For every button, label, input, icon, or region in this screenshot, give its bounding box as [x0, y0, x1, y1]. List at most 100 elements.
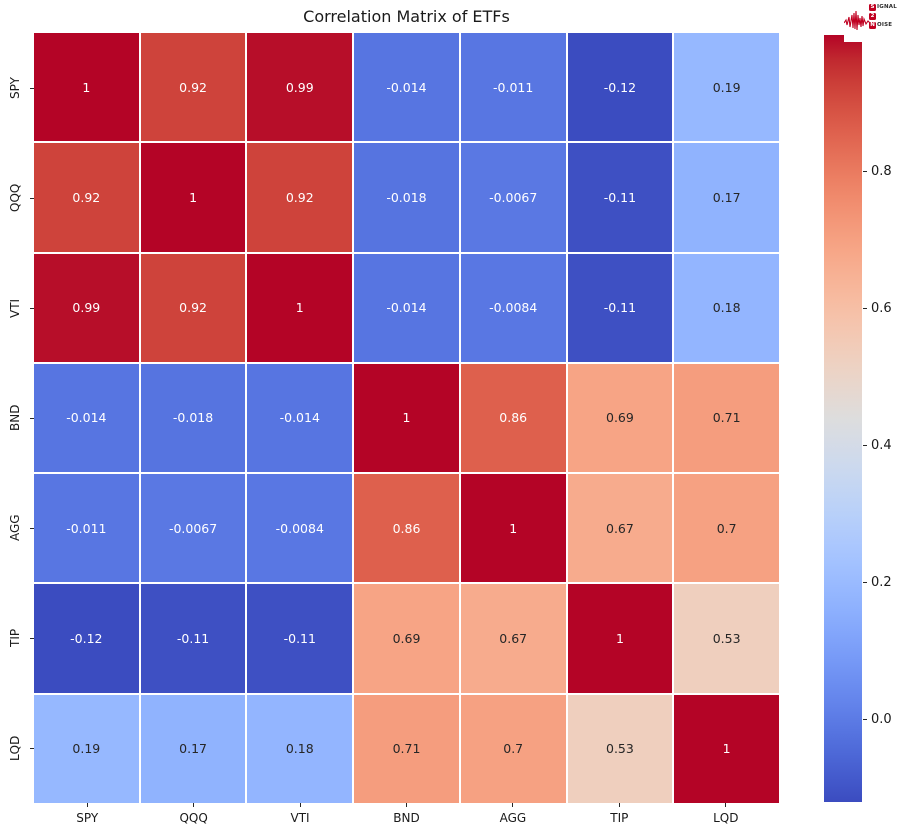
- chart-title: Correlation Matrix of ETFs: [303, 7, 510, 26]
- heatmap-cell-AGG-AGG: 1: [460, 474, 566, 583]
- colorbar-tick-label: 0.0: [871, 711, 892, 727]
- cell-value: 0.53: [712, 631, 741, 647]
- cell-value: 0.71: [392, 741, 421, 757]
- heatmap-cell-AGG-LQD: 0.7: [674, 474, 779, 583]
- heatmap-cell-BND-BND: 1: [354, 363, 459, 473]
- heatmap-cell-VTI-LQD: 0.18: [674, 253, 779, 362]
- heatmap-cell-LQD-LQD: 1: [674, 694, 779, 803]
- logo-line-2: 2: [869, 12, 897, 20]
- heatmap-cell-QQQ-SPY: 0.92: [34, 143, 139, 252]
- y-tick-mark: [30, 527, 34, 529]
- colorbar-tick-mark: [863, 445, 867, 447]
- x-axis-label-SPY: SPY: [76, 811, 99, 825]
- x-axis-label-QQQ: QQQ: [179, 811, 208, 825]
- heatmap-cell-AGG-VTI: -0.0084: [247, 474, 353, 583]
- colorbar-tick-label: 0.6: [871, 300, 892, 316]
- cell-value: -0.11: [603, 300, 637, 316]
- cell-value: 0.99: [72, 300, 101, 316]
- y-tick-mark: [30, 307, 34, 309]
- logo-box-2: 2: [869, 12, 876, 20]
- y-axis-label-BND: BND: [8, 404, 22, 432]
- x-tick-mark: [618, 803, 620, 807]
- cell-value: 0.19: [72, 741, 101, 757]
- cell-value: -0.11: [603, 189, 637, 205]
- y-axis-label-LQD: LQD: [8, 735, 22, 761]
- heatmap-cell-QQQ-QQQ: 1: [140, 143, 246, 252]
- x-axis-label-AGG: AGG: [499, 811, 527, 825]
- heatmap-cell-AGG-SPY: -0.011: [34, 474, 139, 583]
- heatmap-cell-QQQ-AGG: -0.0067: [460, 143, 566, 252]
- logo-line-noise: N OISE: [869, 21, 897, 29]
- heatmap-cell-TIP-AGG: 0.67: [460, 584, 566, 693]
- heatmap-cell-VTI-QQQ: 0.92: [140, 253, 246, 362]
- colorbar-tick-mark: [863, 719, 867, 721]
- cell-value: 1: [82, 79, 91, 95]
- heatmap-cell-LQD-AGG: 0.7: [460, 694, 566, 803]
- heatmap-cell-BND-AGG: 0.86: [460, 363, 566, 473]
- y-tick-mark: [30, 87, 34, 89]
- cell-value: -0.014: [279, 410, 320, 426]
- x-axis-label-VTI: VTI: [290, 811, 310, 825]
- heatmap-cell-LQD-QQQ: 0.17: [140, 694, 246, 803]
- heatmap-cell-AGG-TIP: 0.67: [567, 474, 673, 583]
- heatmap-cell-AGG-QQQ: -0.0067: [140, 474, 246, 583]
- x-axis-label-TIP: TIP: [610, 811, 629, 825]
- heatmap-cell-SPY-LQD: 0.19: [674, 33, 779, 142]
- heatmap-cell-AGG-BND: 0.86: [354, 474, 459, 583]
- logo-text-oise: OISE: [877, 22, 893, 28]
- cell-value: 0.67: [606, 520, 634, 536]
- y-tick-mark: [30, 197, 34, 199]
- heatmap-cell-BND-SPY: -0.014: [34, 363, 139, 473]
- x-axis-label-BND: BND: [393, 811, 420, 825]
- cell-value: -0.12: [70, 631, 103, 647]
- heatmap-cell-TIP-SPY: -0.12: [34, 584, 139, 693]
- cell-value: 0.17: [712, 189, 741, 205]
- logo-line-signal: S IGNAL: [869, 3, 897, 11]
- cell-value: -0.018: [386, 189, 427, 205]
- cell-value: 1: [295, 300, 304, 316]
- heatmap-cell-SPY-AGG: -0.011: [460, 33, 566, 142]
- logo-text-ignal: IGNAL: [877, 4, 897, 10]
- cell-value: 0.86: [392, 520, 421, 536]
- signal2noise-logo: S IGNAL 2 N OISE: [844, 0, 904, 42]
- heatmap-cell-QQQ-BND: -0.018: [354, 143, 459, 252]
- y-axis-label-VTI: VTI: [8, 298, 22, 318]
- y-axis-label-TIP: TIP: [8, 628, 22, 648]
- cell-value: -0.0067: [168, 520, 218, 536]
- heatmap-cell-TIP-QQQ: -0.11: [140, 584, 246, 693]
- heatmap-cell-QQQ-LQD: 0.17: [674, 143, 779, 252]
- cell-value: 1: [509, 520, 518, 536]
- cell-value: 1: [722, 741, 731, 757]
- cell-value: 0.92: [179, 79, 207, 95]
- heatmap-cell-LQD-SPY: 0.19: [34, 694, 139, 803]
- cell-value: -0.014: [66, 410, 107, 426]
- y-tick-mark: [30, 637, 34, 639]
- cell-value: 1: [402, 410, 411, 426]
- colorbar: [824, 35, 862, 802]
- heatmap-cell-VTI-BND: -0.014: [354, 253, 459, 362]
- heatmap-cell-TIP-BND: 0.69: [354, 584, 459, 693]
- colorbar-tick-mark: [863, 308, 867, 310]
- cell-value: 0.18: [285, 741, 314, 757]
- colorbar-tick-label: 0.2: [871, 574, 892, 590]
- waveform-icon: [844, 10, 870, 31]
- colorbar-tick-mark: [863, 582, 867, 584]
- heatmap-cell-TIP-VTI: -0.11: [247, 584, 353, 693]
- x-tick-mark: [512, 803, 514, 807]
- cell-value: 0.69: [392, 631, 421, 647]
- cell-value: 0.53: [606, 741, 634, 757]
- heatmap-cell-SPY-TIP: -0.12: [567, 33, 673, 142]
- x-tick-mark: [299, 803, 301, 807]
- heatmap-cell-SPY-SPY: 1: [34, 33, 139, 142]
- cell-value: 0.92: [72, 189, 101, 205]
- cell-value: 0.71: [712, 410, 741, 426]
- cell-value: 0.99: [285, 79, 314, 95]
- cell-value: 1: [189, 189, 198, 205]
- y-tick-mark: [30, 417, 34, 419]
- heatmap-cell-LQD-VTI: 0.18: [247, 694, 353, 803]
- x-tick-mark: [86, 803, 88, 807]
- heatmap-cell-VTI-TIP: -0.11: [567, 253, 673, 362]
- heatmap-cell-BND-QQQ: -0.018: [140, 363, 246, 473]
- x-tick-mark: [725, 803, 727, 807]
